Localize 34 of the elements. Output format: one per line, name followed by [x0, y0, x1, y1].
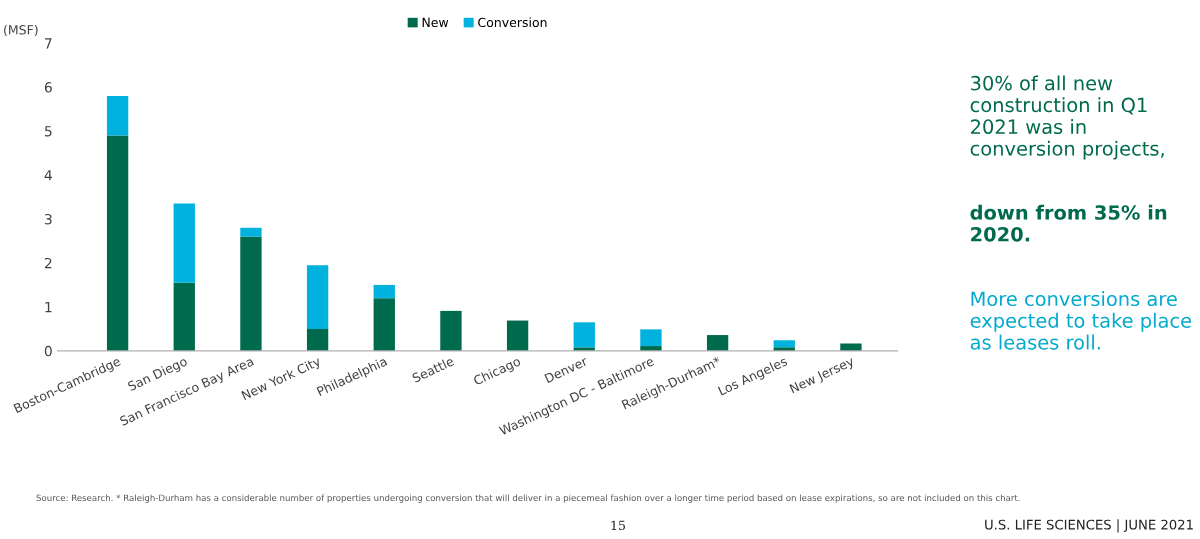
bar: [173, 203, 195, 283]
source-note: Source: Research. * Raleigh-Durham has a considerable number of properties undergoing conversion that will deliver in a piecemeal fashion over a longer time period based on lease expirations, so are not included on this chart.: [36, 494, 1020, 503]
y-axis-title: (MSF): [4, 24, 38, 37]
legend-label: New: [422, 17, 449, 28]
bar: [773, 340, 795, 348]
text: 15: [611, 520, 625, 531]
bar: [106, 135, 129, 351]
bar: [306, 328, 329, 351]
bar: [840, 343, 862, 351]
bar: [240, 227, 262, 237]
text: More conversions are expected to take place as leases roll.: [970, 291, 1192, 350]
text: 30% of all new construction in Q1 2021 was in conversion projects,: [970, 75, 1164, 160]
bar: [306, 265, 329, 329]
bar: [706, 335, 729, 351]
legend-label: Conversion: [478, 17, 547, 28]
bar: [440, 310, 462, 351]
bar: [573, 322, 595, 348]
bar: [240, 236, 262, 351]
y-tick-label: 5: [44, 126, 52, 137]
text: down from 35% in 2020.: [970, 204, 1167, 242]
bar: [373, 284, 395, 299]
y-tick-label: 0: [44, 345, 52, 357]
bar: [640, 329, 662, 347]
y-tick-label: 4: [44, 170, 52, 181]
bar: [106, 95, 129, 136]
y-tick-label: 7: [45, 38, 52, 49]
bar: [173, 282, 195, 351]
bar: [373, 298, 395, 351]
y-tick-label: 2: [44, 257, 52, 269]
y-tick-label: 1: [45, 302, 52, 313]
text: U.S. LIFE SCIENCES | JUNE 2021: [985, 519, 1193, 533]
bar: [506, 320, 529, 351]
y-tick-label: 3: [44, 213, 52, 225]
y-tick-label: 6: [44, 82, 52, 93]
